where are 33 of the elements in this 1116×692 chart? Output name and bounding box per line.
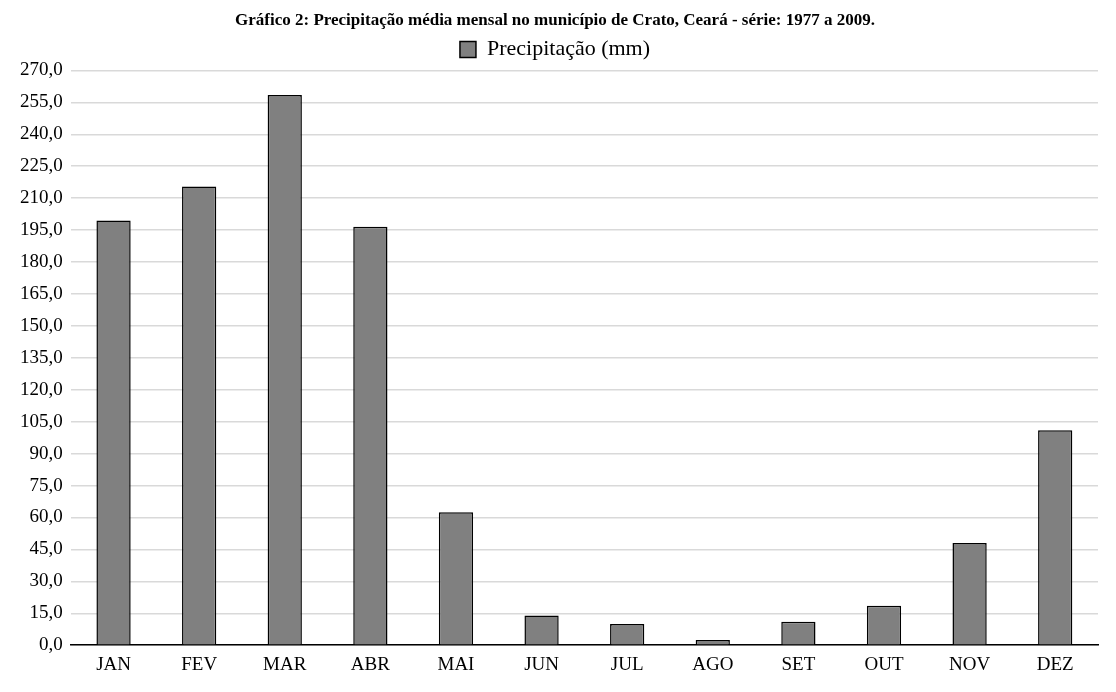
y-tick-label: 30,0 [29, 569, 63, 591]
legend-label: Precipitação (mm) [486, 35, 651, 61]
y-tick-label: 15,0 [29, 601, 63, 623]
x-tick-label: AGO [692, 652, 734, 674]
y-tick-label: 165,0 [20, 281, 63, 303]
y-tick-label: 120,0 [20, 377, 63, 399]
y-tick-label: 105,0 [20, 409, 63, 431]
x-tick-label: NOV [949, 652, 991, 674]
chart-title: Gráfico 2: Precipitação média mensal no município de Crato, Ceará - série: 1977 a 2009. [235, 9, 875, 29]
y-tick-label: 255,0 [20, 90, 63, 112]
x-tick-label: FEV [181, 652, 218, 674]
x-tick-label: JUN [524, 652, 560, 674]
x-tick-label: MAI [437, 652, 475, 674]
x-tick-label: MAR [263, 652, 307, 674]
y-tick-label: 135,0 [20, 345, 63, 367]
y-tick-label: 195,0 [20, 218, 63, 240]
y-tick-label: 150,0 [20, 313, 63, 335]
x-tick-label: SET [781, 652, 816, 674]
x-tick-label: DEZ [1036, 652, 1074, 674]
y-tick-label: 45,0 [29, 537, 63, 559]
x-tick-label: JUL [610, 652, 644, 674]
y-tick-label: 240,0 [20, 122, 63, 144]
y-tick-label: 210,0 [20, 186, 63, 208]
y-tick-label: 75,0 [29, 473, 63, 495]
y-tick-label: 225,0 [20, 154, 63, 176]
y-tick-label: 270,0 [20, 58, 63, 80]
y-tick-label: 90,0 [29, 441, 63, 463]
y-tick-label: 60,0 [29, 505, 63, 527]
x-tick-label: JAN [96, 652, 132, 674]
x-tick-label: OUT [864, 652, 904, 674]
y-tick-label: 180,0 [20, 249, 63, 271]
x-tick-label: ABR [350, 652, 391, 674]
y-tick-label: 0,0 [39, 633, 63, 655]
